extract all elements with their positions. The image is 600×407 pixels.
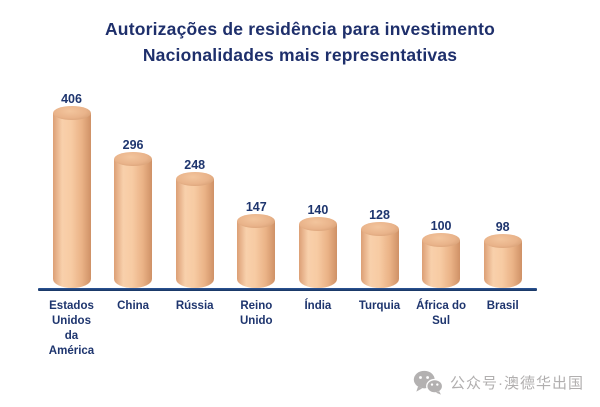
bar-cylinder[interactable] — [298, 217, 337, 288]
bar-cylinder[interactable] — [422, 233, 461, 288]
category-label: Brasil — [486, 300, 519, 312]
bar-cylinder[interactable] — [52, 106, 91, 288]
bar-cylinder[interactable] — [175, 172, 214, 288]
category-label: Estados Unidos da América — [48, 300, 95, 357]
bar-value-label: 140 — [307, 203, 329, 217]
bar-value-label: 98 — [495, 220, 510, 234]
watermark-text: 公众号·澳德华出国 — [450, 375, 584, 392]
bar-value-label: 296 — [122, 138, 144, 152]
cylinder-top-face — [52, 106, 91, 120]
cylinder-top-face — [422, 233, 461, 247]
cylinder-top-face — [114, 152, 153, 166]
chart-title-line1: Autorizações de residência para investim… — [104, 19, 496, 39]
bar-cylinder[interactable] — [114, 152, 153, 288]
bar-cylinder[interactable] — [483, 234, 522, 288]
bar-cylinder[interactable] — [237, 214, 276, 288]
chart-title: Autorizações de residência para investim… — [0, 16, 600, 68]
bar-value-label: 248 — [184, 158, 206, 172]
category-label: China — [117, 300, 150, 312]
chart-title-line2: Nacionalidades mais representativas — [142, 45, 458, 65]
cylinder-top-face — [483, 234, 522, 248]
cylinder-top-face — [360, 222, 399, 236]
category-label: Índia — [304, 300, 332, 312]
cylinder-top-face — [237, 214, 276, 228]
category-label: Turquia — [358, 300, 401, 312]
bar-value-label: 406 — [61, 92, 82, 106]
category-label: África do Sul — [416, 300, 467, 327]
bar-value-label: 147 — [245, 200, 267, 214]
bar-value-label: 128 — [369, 208, 390, 222]
cylinder-top-face — [298, 217, 337, 231]
bar-value-label: 100 — [430, 219, 452, 233]
x-axis-line — [38, 288, 537, 291]
wechat-icon — [413, 370, 443, 395]
cylinder-top-face — [175, 172, 214, 186]
category-label: Reino Unido — [240, 300, 273, 327]
bar-cylinder[interactable] — [360, 222, 399, 288]
category-label: Rússia — [175, 300, 214, 312]
watermark: 公众号·澳德华出国 — [413, 370, 584, 395]
